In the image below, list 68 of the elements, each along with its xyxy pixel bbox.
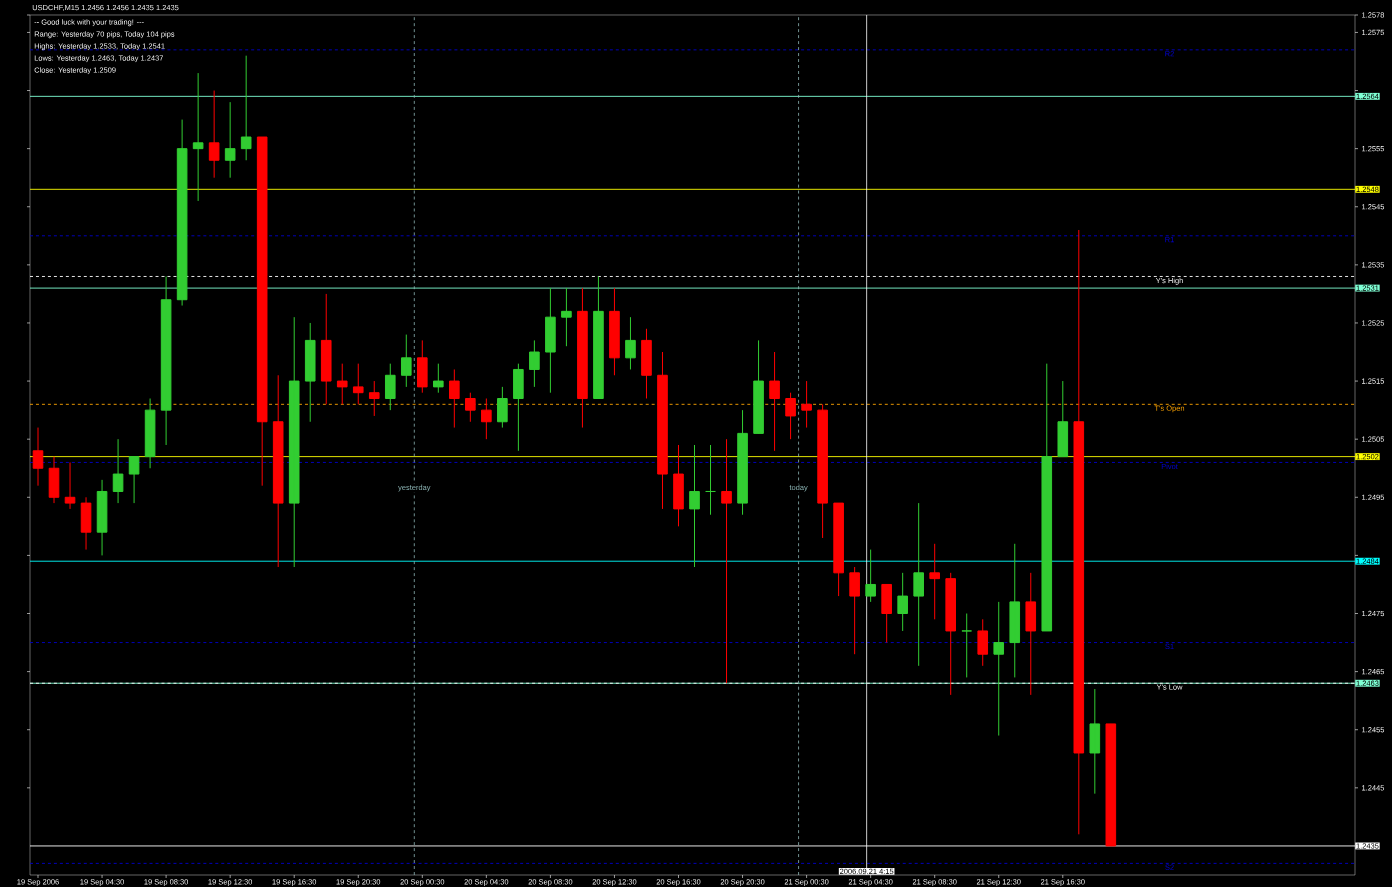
candlestick	[240, 55, 252, 161]
candlestick	[433, 363, 444, 394]
candlestick	[208, 90, 220, 179]
candlestick	[272, 374, 284, 568]
candlestick	[913, 502, 924, 667]
candlestick	[224, 101, 236, 179]
candlestick	[368, 380, 380, 417]
candlestick	[881, 583, 892, 644]
candlestick	[721, 438, 732, 684]
candlestick	[785, 392, 796, 440]
candlestick	[817, 403, 828, 539]
candlestick	[609, 287, 620, 376]
candlestick	[128, 456, 140, 504]
candlestick	[64, 461, 76, 510]
candlestick	[80, 496, 92, 551]
candlestick	[689, 444, 700, 568]
candlestick	[705, 444, 716, 516]
candlestick	[1105, 723, 1117, 847]
candlestick	[48, 456, 60, 504]
candlestick	[529, 339, 540, 388]
candlestick	[945, 572, 957, 696]
candlestick	[384, 363, 396, 411]
candlestick	[1089, 688, 1101, 795]
candlestick	[641, 328, 652, 400]
candlestick	[577, 287, 588, 429]
candlestick	[929, 543, 940, 620]
candlestick	[545, 287, 556, 394]
candlestick	[513, 363, 524, 452]
candlestick	[1057, 380, 1069, 458]
candlestick	[192, 72, 204, 202]
candlestick	[737, 409, 748, 516]
candlestick	[497, 386, 508, 429]
candlestick	[96, 479, 108, 556]
candlestick	[32, 427, 44, 487]
candlestick	[112, 438, 124, 504]
candlestick	[288, 316, 300, 568]
candlestick	[769, 351, 780, 452]
candlestick	[993, 601, 1005, 737]
candlestick	[657, 351, 668, 510]
candlestick	[160, 275, 172, 446]
candlestick	[961, 613, 973, 678]
candlestick	[304, 322, 316, 423]
candlestick	[1073, 229, 1085, 835]
candlestick	[801, 380, 812, 429]
candlestick	[625, 316, 636, 370]
candlestick	[336, 363, 348, 405]
candlestick	[865, 549, 876, 603]
candlestick	[465, 392, 476, 423]
candlestick	[481, 398, 492, 440]
candlestick	[1009, 543, 1021, 678]
candlestick	[849, 566, 860, 655]
candlestick	[320, 293, 332, 405]
candlestick	[417, 339, 428, 394]
candlestick	[400, 334, 412, 388]
candlestick	[977, 618, 989, 667]
candlestick	[1025, 572, 1037, 696]
candlestick	[897, 572, 908, 632]
candlestick	[176, 119, 188, 307]
candlestick	[561, 287, 572, 347]
candlestick	[256, 136, 268, 487]
candlestick	[144, 398, 156, 469]
candlestick	[593, 275, 604, 400]
candlestick	[753, 339, 764, 434]
candlestick	[1041, 363, 1053, 632]
candlestick	[833, 502, 844, 597]
candlestick	[449, 368, 460, 429]
candlestick	[352, 363, 364, 405]
candlestick	[673, 444, 684, 527]
